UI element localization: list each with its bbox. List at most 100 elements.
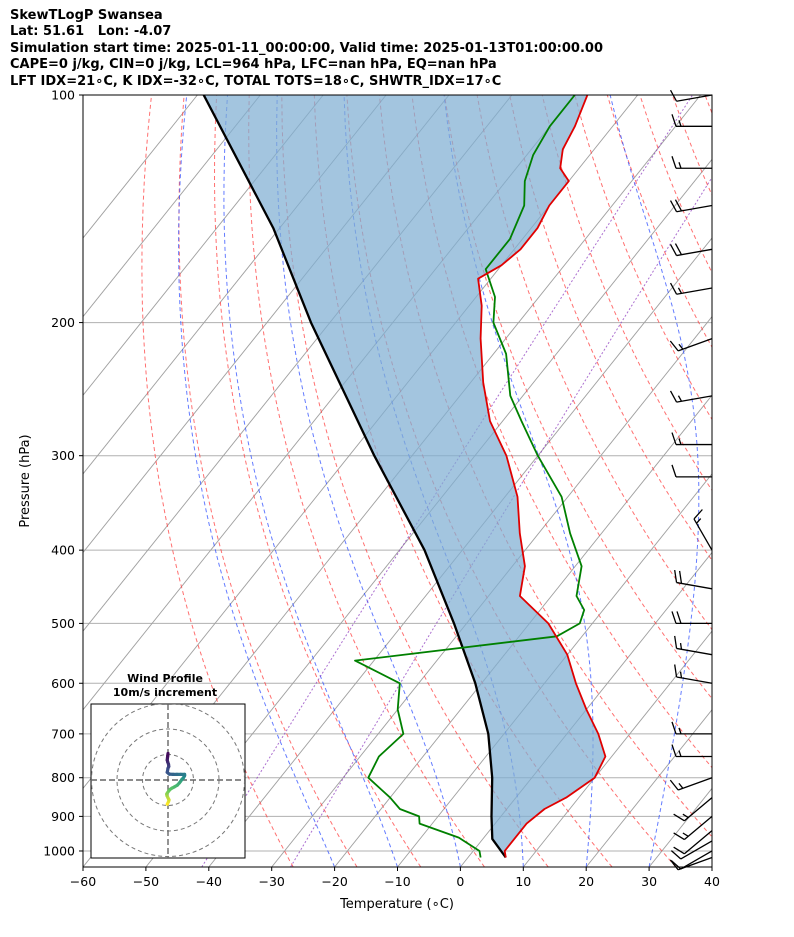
y-tick-label: 800 <box>51 770 75 785</box>
wind-barb <box>671 721 712 735</box>
wind-barb-half-flag <box>682 832 689 837</box>
x-tick-label: 40 <box>704 874 720 889</box>
wind-barb-staff <box>693 518 713 551</box>
dry-adiabat <box>178 95 358 867</box>
hodograph-area <box>91 704 245 858</box>
wind-barb-flag <box>669 244 678 256</box>
wind-barb <box>669 337 713 352</box>
isotherm-line <box>334 394 712 867</box>
dry-adiabat <box>444 95 712 700</box>
wind-barb <box>669 390 713 403</box>
moist-adiabat <box>223 95 398 867</box>
x-tick-label: −20 <box>321 874 347 889</box>
x-tick-label: 20 <box>578 874 594 889</box>
y-tick-label: 100 <box>51 88 75 103</box>
wind-barb-staff <box>676 395 713 403</box>
wind-barb-flag <box>674 664 678 678</box>
wind-barb <box>674 635 713 656</box>
wind-barb-flag <box>678 570 683 584</box>
wind-barb <box>671 464 712 478</box>
x-axis-label: Temperature (∘C) <box>339 897 454 912</box>
wind-barb-staff <box>680 840 713 860</box>
wind-barb <box>671 432 712 446</box>
wind-barb-staff <box>677 337 713 352</box>
wind-barb-staff <box>676 204 713 213</box>
wind-barb-half-flag <box>678 782 684 789</box>
y-tick-label: 200 <box>51 315 75 330</box>
dry-adiabat <box>574 95 712 421</box>
dry-adiabat <box>411 95 712 769</box>
wind-barb-staff <box>680 850 713 870</box>
wind-barb <box>669 282 713 295</box>
wind-barb <box>671 156 712 169</box>
wind-barb-staff <box>676 581 713 590</box>
isotherm-line <box>83 95 261 318</box>
wind-barb-half-flag <box>678 343 684 350</box>
wind-barb-flag <box>671 432 677 445</box>
stability-line: LFT IDX=21∘C, K IDX=-32∘C, TOTAL TOTS=18… <box>10 73 502 89</box>
isotherm-line <box>208 237 712 867</box>
y-tick-label: 600 <box>51 676 75 691</box>
moist-adiabat <box>443 95 594 867</box>
moist-adiabat <box>711 865 712 867</box>
wind-barb-half-flag <box>678 727 682 735</box>
wind-barb-staff <box>676 676 713 684</box>
dry-adiabat <box>141 95 294 867</box>
isotherm-line <box>585 709 712 867</box>
wind-barb-flag <box>671 114 677 127</box>
wind-barb-flag <box>669 779 679 791</box>
moist-adiabat <box>178 95 336 867</box>
wind-barb <box>669 243 713 257</box>
wind-barb <box>670 850 713 870</box>
wind-barb-flag <box>674 569 678 583</box>
wind-barb <box>674 569 713 590</box>
wind-barb <box>671 114 712 127</box>
wind-barb-staff <box>684 830 713 855</box>
x-tick-label: 10 <box>515 874 531 889</box>
wind-barb-half-flag <box>678 120 682 127</box>
wind-barb <box>669 199 713 213</box>
x-tick-label: −60 <box>70 874 96 889</box>
wind-barb <box>670 840 713 860</box>
wind-barb <box>693 509 713 551</box>
wind-barb-half-flag <box>696 518 702 524</box>
wind-barb-flag <box>674 199 683 212</box>
dry-adiabat <box>213 95 422 867</box>
wind-barb-staff <box>684 815 713 841</box>
isotherm-line <box>83 95 324 396</box>
moist-adiabat <box>276 95 461 867</box>
wind-barb-half-flag <box>678 162 682 169</box>
wind-barb-flag <box>671 156 677 169</box>
y-tick-label: 700 <box>51 726 75 741</box>
wind-barb <box>671 744 712 758</box>
isotherm-line <box>522 630 712 867</box>
y-tick-label: 900 <box>51 809 75 824</box>
wind-barb-flag <box>676 611 682 624</box>
wind-barb <box>673 830 713 855</box>
wind-barb <box>673 815 713 841</box>
time-line: Simulation start time: 2025-01-11_00:00:… <box>10 40 603 56</box>
wind-barb-half-flag <box>679 671 683 678</box>
x-tick-label: −30 <box>259 874 285 889</box>
y-tick-label: 300 <box>51 448 75 463</box>
dry-adiabat <box>509 95 712 562</box>
isotherm-line <box>83 95 198 239</box>
dry-adiabat <box>639 95 712 274</box>
axis-ticks: −60 −50 −40 −30 −20 −10 0 10 20 30 40 100 200 300 400 5… <box>43 88 720 890</box>
x-tick-label: 0 <box>456 874 464 889</box>
wind-barb-half-flag <box>679 642 683 650</box>
wind-barb-flag <box>671 611 677 624</box>
plot-area <box>83 95 794 867</box>
wind-barb-flag <box>670 860 682 870</box>
chart-title: SkewTLogP Swansea <box>10 8 163 23</box>
x-tick-label: 30 <box>641 874 657 889</box>
cape-cin-shading <box>203 95 606 858</box>
wind-barb-staff <box>684 797 713 822</box>
wind-barb <box>669 777 713 791</box>
wind-barb-flag <box>670 850 682 860</box>
wind-barb-flag <box>673 846 685 855</box>
y-tick-label: 1000 <box>43 843 75 858</box>
y-tick-label: 400 <box>51 543 75 558</box>
dry-adiabat <box>770 95 794 867</box>
